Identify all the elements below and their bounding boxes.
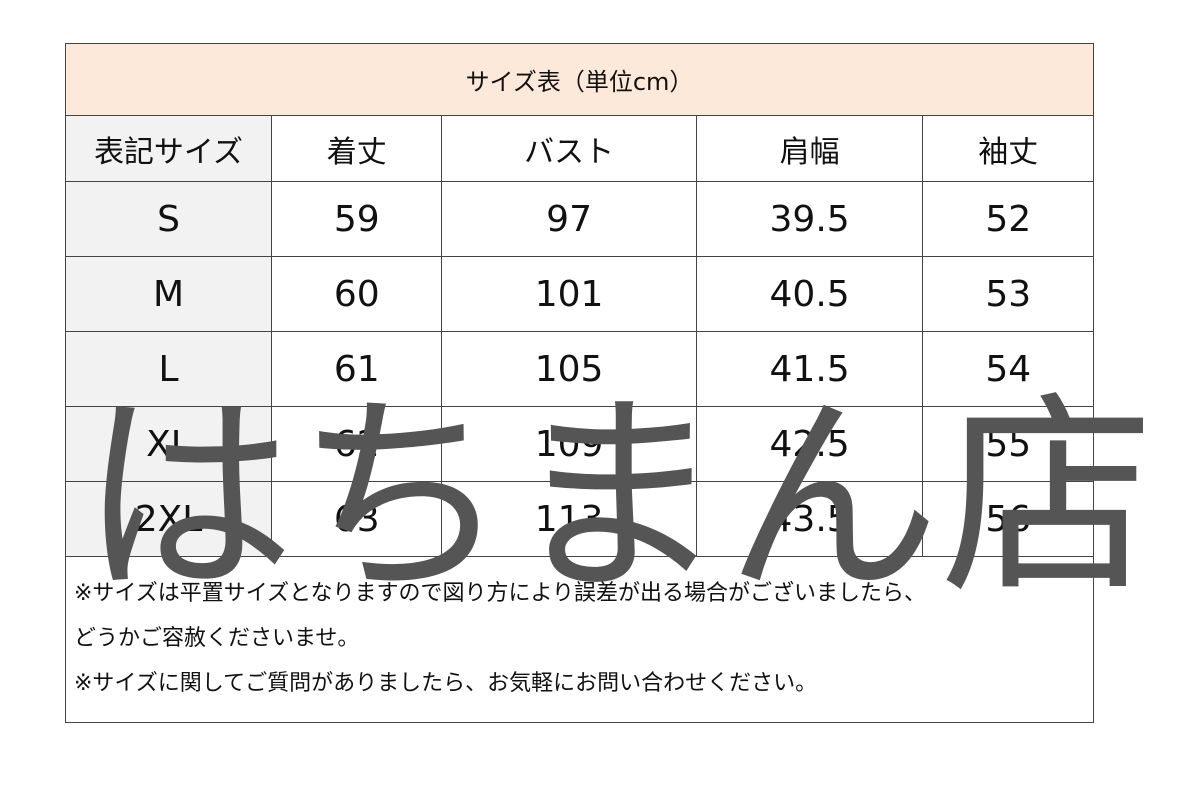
table-row: S 59 97 39.5 52 bbox=[65, 181, 1094, 257]
cell: 2XL bbox=[65, 481, 272, 557]
cell: L bbox=[65, 331, 272, 407]
header-shoulder: 肩幅 bbox=[695, 115, 924, 182]
size-table: サイズ表（単位cm） 表記サイズ 着丈 バスト 肩幅 袖丈 S 59 97 39.5 5… bbox=[65, 43, 1094, 723]
table-row: 2XL 63 113 43.5 56 bbox=[65, 481, 1094, 557]
cell: XL bbox=[65, 406, 272, 482]
cell: S bbox=[65, 181, 272, 257]
note-line: ※サイズに関してご質問がありましたら、お気軽にお問い合わせください。 bbox=[74, 671, 818, 696]
cell: 61 bbox=[270, 331, 443, 407]
note-line: どうかご容赦くださいませ。 bbox=[74, 626, 360, 651]
cell: 53 bbox=[922, 256, 1094, 332]
table-row: M 60 101 40.5 53 bbox=[65, 256, 1094, 332]
note-line: ※サイズは平置サイズとなりますので図り方により誤差が出る場合がございましたら、 bbox=[74, 581, 927, 606]
header-length: 着丈 bbox=[270, 115, 443, 182]
cell: 55 bbox=[922, 406, 1094, 482]
header-row: 表記サイズ 着丈 バスト 肩幅 袖丈 bbox=[65, 115, 1094, 182]
notes: ※サイズは平置サイズとなりますので図り方により誤差が出る場合がございましたら、 … bbox=[65, 556, 1094, 723]
cell: 39.5 bbox=[695, 181, 924, 257]
table-row: L 61 105 41.5 54 bbox=[65, 331, 1094, 407]
cell: 113 bbox=[441, 481, 697, 557]
cell: 63 bbox=[270, 481, 443, 557]
cell: 60 bbox=[270, 256, 443, 332]
cell: M bbox=[65, 256, 272, 332]
cell: 56 bbox=[922, 481, 1094, 557]
cell: 62 bbox=[270, 406, 443, 482]
cell: 59 bbox=[270, 181, 443, 257]
header-bust: バスト bbox=[441, 115, 697, 182]
cell: 101 bbox=[441, 256, 697, 332]
cell: 42.5 bbox=[695, 406, 924, 482]
table-title: サイズ表（単位cm） bbox=[65, 43, 1094, 116]
cell: 105 bbox=[441, 331, 697, 407]
cell: 40.5 bbox=[695, 256, 924, 332]
cell: 54 bbox=[922, 331, 1094, 407]
header-sleeve: 袖丈 bbox=[922, 115, 1094, 182]
table-row: XL 62 109 42.5 55 bbox=[65, 406, 1094, 482]
cell: 109 bbox=[441, 406, 697, 482]
cell: 52 bbox=[922, 181, 1094, 257]
cell: 41.5 bbox=[695, 331, 924, 407]
cell: 97 bbox=[441, 181, 697, 257]
cell: 43.5 bbox=[695, 481, 924, 557]
header-size: 表記サイズ bbox=[65, 115, 272, 182]
